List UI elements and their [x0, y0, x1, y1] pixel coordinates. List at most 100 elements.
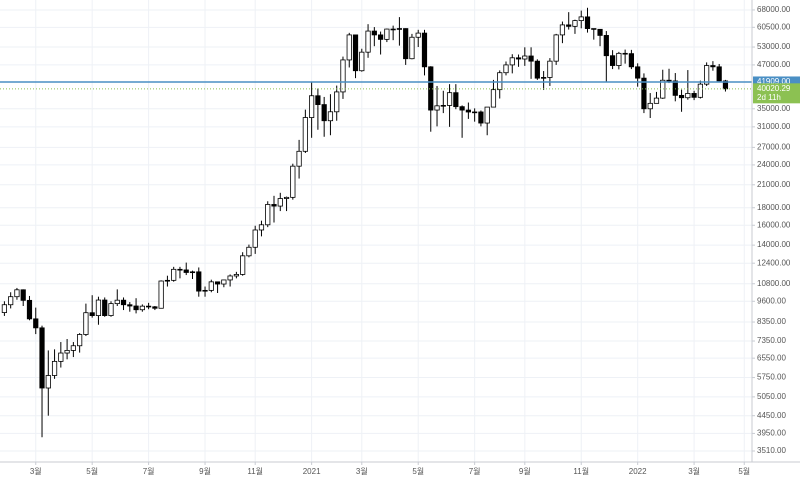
- y-tick-label: 24000.00: [757, 160, 791, 169]
- candle-body: [660, 79, 666, 99]
- candle-body: [622, 52, 628, 55]
- candle-body: [64, 350, 70, 354]
- y-tick-label: 12400.00: [757, 258, 791, 267]
- candle-body: [8, 296, 14, 306]
- candle-body: [497, 72, 503, 91]
- candle-body: [77, 334, 83, 347]
- candle-body: [472, 111, 478, 114]
- candle-body: [446, 92, 453, 106]
- candle-body: [189, 271, 196, 274]
- candle-body: [534, 60, 540, 79]
- candle-body: [478, 111, 484, 124]
- y-tick-label: 27000.00: [757, 143, 791, 152]
- candle-body: [45, 375, 51, 389]
- candle-body: [83, 312, 89, 335]
- candle-body: [51, 360, 58, 376]
- candle-body: [108, 303, 114, 316]
- candle-body: [158, 280, 164, 309]
- x-tick-label: 5월: [412, 466, 424, 476]
- candle-body: [321, 104, 327, 122]
- candle-body: [697, 83, 703, 98]
- candle-body: [164, 279, 171, 282]
- candle-body: [309, 95, 315, 118]
- candle-body: [459, 106, 465, 111]
- candle-body: [453, 92, 459, 108]
- y-tick-label: 16000.00: [757, 220, 791, 229]
- candle-body: [566, 24, 572, 27]
- candle-body: [114, 299, 120, 305]
- x-tick-label: 11월: [247, 466, 263, 476]
- y-tick-label: 31000.00: [757, 122, 791, 131]
- candle-body: [246, 246, 252, 257]
- candles: [1, 7, 729, 438]
- candle-body: [89, 312, 95, 316]
- candle-body: [547, 60, 553, 78]
- candle-body: [196, 271, 202, 292]
- candle-body: [578, 16, 584, 22]
- candle-body: [685, 93, 691, 99]
- candle-body: [515, 57, 522, 60]
- candle-body: [722, 80, 729, 90]
- candle-body: [346, 34, 352, 61]
- candle-body: [591, 28, 597, 30]
- candle-body: [26, 299, 33, 320]
- candle-body: [597, 28, 603, 36]
- candle-body: [283, 196, 290, 199]
- candle-body: [641, 77, 647, 110]
- y-tick-label: 6550.00: [757, 353, 786, 362]
- candle-body: [208, 281, 214, 291]
- candle-body: [396, 28, 403, 30]
- y-tick-label: 9600.00: [757, 296, 786, 305]
- candle-body: [152, 306, 158, 309]
- grid: [0, 0, 752, 462]
- y-tick-label: 8350.00: [757, 317, 786, 326]
- y-tick-label: 53000.00: [757, 42, 791, 51]
- candle-body: [421, 32, 428, 68]
- x-tick-label: 7월: [469, 466, 481, 476]
- candle-body: [183, 269, 189, 273]
- candle-body: [227, 275, 233, 281]
- candle-body: [315, 95, 321, 105]
- candle-body: [302, 117, 308, 152]
- candle-body: [1, 304, 8, 313]
- candle-body: [522, 55, 528, 60]
- y-tick-label: 14000.00: [757, 240, 791, 249]
- y-tick-label: 5050.00: [757, 392, 786, 401]
- axes: 68000.00 60500.00 53000.00 47000.00 35000.00…: [30, 5, 800, 476]
- candle-body: [352, 34, 359, 72]
- candle-body: [465, 109, 471, 113]
- candle-body: [202, 289, 208, 292]
- x-tick-label: 2021: [303, 467, 321, 476]
- candle-body: [290, 165, 296, 198]
- candle-body: [672, 80, 678, 96]
- candle-body: [628, 53, 635, 68]
- candle-body: [271, 204, 277, 207]
- countdown-label: 2d 11h: [757, 93, 781, 102]
- y-tick-label: 68000.00: [757, 5, 791, 14]
- y-tick-label: 3510.00: [757, 446, 786, 455]
- x-tick-label: 9월: [519, 466, 531, 476]
- candle-body: [33, 318, 39, 329]
- y-tick-label: 3950.00: [757, 429, 786, 438]
- x-tick-label: 9월: [199, 466, 211, 476]
- candle-body: [503, 64, 509, 74]
- candle-body: [265, 204, 271, 226]
- candle-body: [127, 304, 133, 307]
- candle-body: [327, 111, 334, 122]
- x-tick-label: 5월: [738, 466, 750, 476]
- candle-body: [240, 255, 246, 275]
- candle-body: [666, 79, 672, 82]
- candle-body: [559, 24, 566, 36]
- candle-body: [716, 66, 722, 82]
- candle-body: [609, 55, 616, 66]
- candle-body: [572, 20, 578, 27]
- candle-body: [384, 28, 390, 40]
- candle-body: [691, 93, 697, 98]
- candle-body: [334, 91, 340, 113]
- candle-body: [95, 299, 102, 316]
- candle-body: [365, 30, 371, 53]
- x-tick-label: 11월: [573, 466, 589, 476]
- y-tick-label: 18000.00: [757, 203, 791, 212]
- x-tick-label: 5월: [86, 466, 98, 476]
